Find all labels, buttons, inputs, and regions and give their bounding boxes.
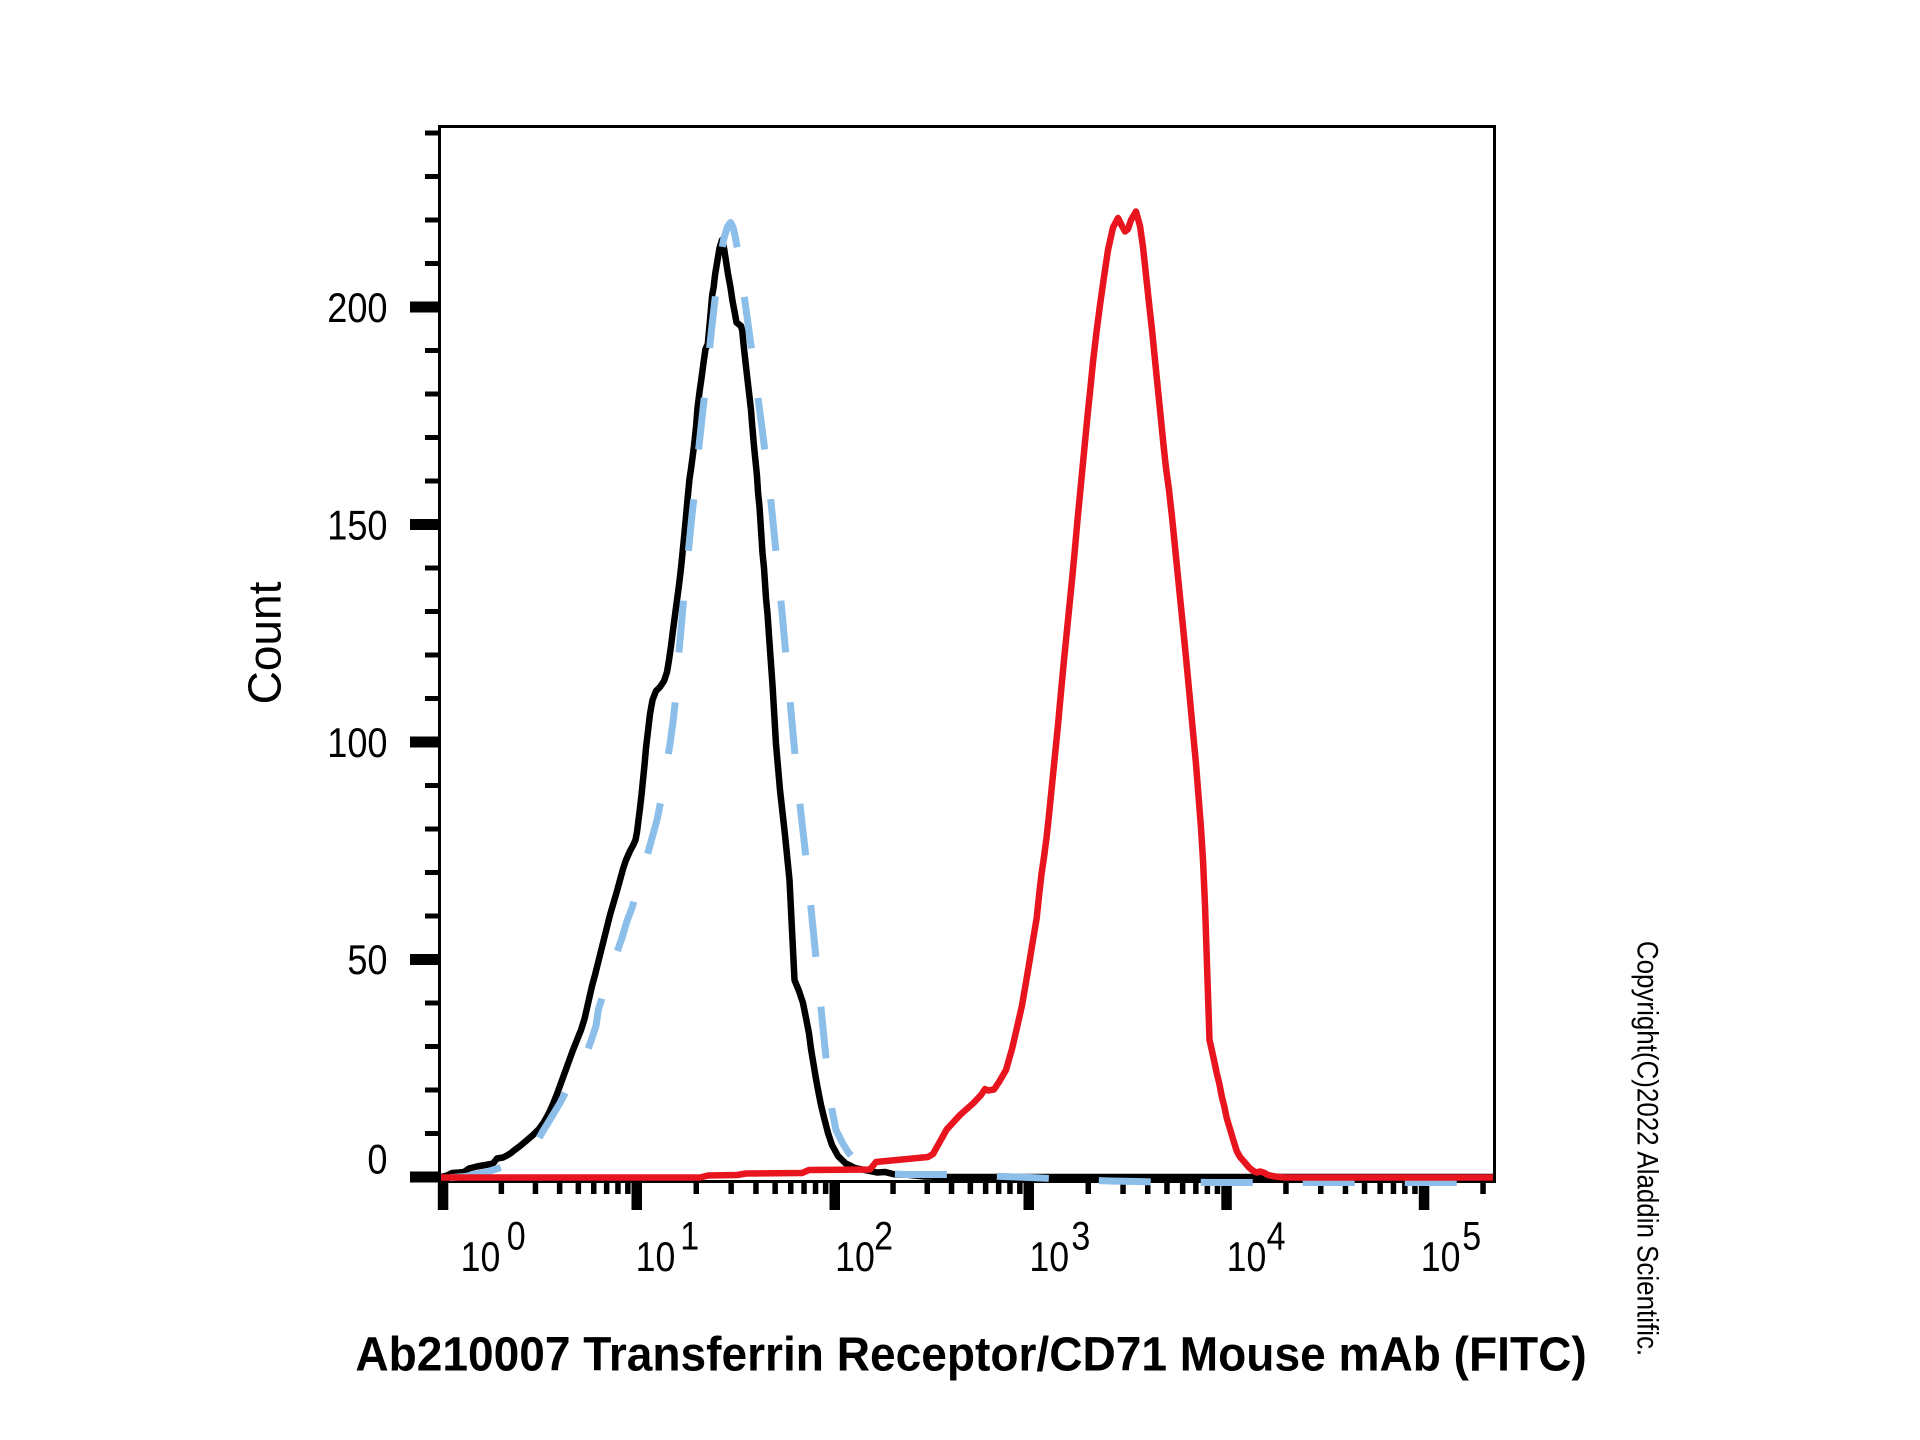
- svg-text:10: 10: [835, 1234, 875, 1280]
- svg-text:10: 10: [1029, 1234, 1069, 1280]
- svg-text:Ab210007 Transferrin Receptor/: Ab210007 Transferrin Receptor/CD71 Mouse…: [355, 1327, 1586, 1381]
- svg-text:0: 0: [507, 1213, 526, 1258]
- svg-text:50: 50: [347, 938, 387, 984]
- svg-text:10: 10: [461, 1234, 501, 1280]
- svg-text:200: 200: [327, 286, 387, 332]
- svg-text:10: 10: [1227, 1234, 1267, 1280]
- svg-text:Count: Count: [239, 581, 291, 704]
- svg-text:10: 10: [636, 1234, 676, 1280]
- svg-text:150: 150: [327, 503, 387, 549]
- svg-text:10: 10: [1421, 1234, 1461, 1280]
- svg-text:100: 100: [327, 721, 387, 767]
- svg-text:1: 1: [680, 1213, 699, 1258]
- svg-text:Copyright(C)2022 Aladdin Scien: Copyright(C)2022 Aladdin Scientific.: [1631, 941, 1664, 1356]
- svg-text:2: 2: [874, 1213, 893, 1258]
- svg-text:0: 0: [367, 1137, 387, 1183]
- svg-text:5: 5: [1462, 1213, 1481, 1258]
- svg-text:4: 4: [1267, 1213, 1286, 1258]
- svg-text:3: 3: [1071, 1213, 1090, 1258]
